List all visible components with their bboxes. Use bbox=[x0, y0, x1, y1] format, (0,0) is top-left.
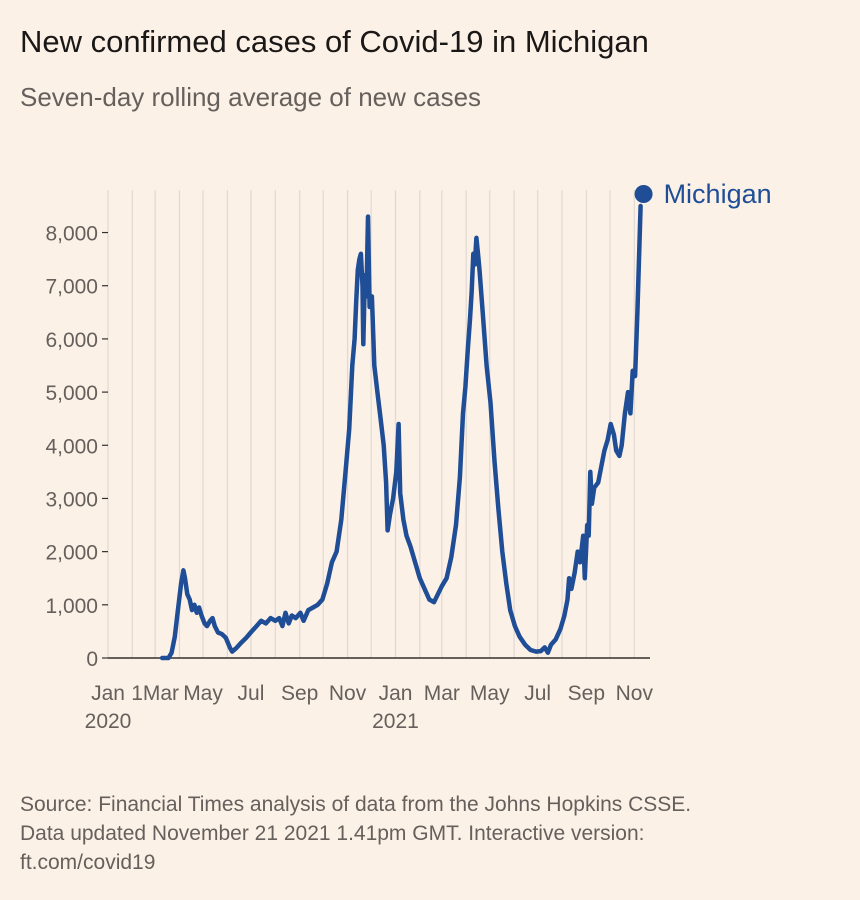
y-tick-label: 1,000 bbox=[45, 595, 98, 618]
series-label: Michigan bbox=[664, 179, 772, 209]
chart-subtitle: Seven-day rolling average of new cases bbox=[20, 82, 482, 112]
x-tick-label: Jan bbox=[91, 682, 125, 705]
x-tick-year-label: 2021 bbox=[372, 710, 419, 733]
x-tick-label: Nov bbox=[616, 682, 654, 705]
x-tick-label: Jul bbox=[524, 682, 551, 705]
x-tick-label: Sep bbox=[568, 682, 605, 705]
updated-note: Data updated November 21 2021 1.41pm GMT… bbox=[20, 822, 645, 845]
series-group: Michigan bbox=[159, 179, 772, 661]
chart-footer: Source: Financial Times analysis of data… bbox=[20, 790, 840, 877]
y-tick-label: 0 bbox=[86, 648, 98, 671]
y-tick-label: 8,000 bbox=[45, 223, 98, 246]
y-tick-label: 2,000 bbox=[45, 542, 98, 565]
x-tick-year-label: 2020 bbox=[85, 710, 132, 733]
y-tick-label: 3,000 bbox=[45, 488, 98, 511]
x-tick-label: Mar bbox=[424, 682, 460, 705]
x-tick-label: Sep bbox=[281, 682, 318, 705]
x-tick-label: Jul bbox=[238, 682, 265, 705]
y-tick-label: 6,000 bbox=[45, 329, 98, 352]
source-note: Source: Financial Times analysis of data… bbox=[20, 793, 692, 816]
x-tick-label: 1Mar bbox=[131, 682, 179, 705]
y-tick-label: 7,000 bbox=[45, 276, 98, 299]
y-axis: 0 1,000 2,000 3,000 4,000 5,000 6,000 7,000 8,00… bbox=[45, 223, 108, 671]
line-chart: 0 1,000 2,000 3,000 4,000 5,000 6,000 7,000 8,00… bbox=[45, 179, 772, 733]
chart-title: New confirmed cases of Covid-19 in Michi… bbox=[20, 24, 649, 59]
interactive-link[interactable]: ft.com/covid19 bbox=[20, 851, 156, 874]
series-end-marker bbox=[634, 185, 653, 203]
x-tick-label: Nov bbox=[329, 682, 367, 705]
y-tick-label: 4,000 bbox=[45, 435, 98, 458]
x-tick-label: Jan bbox=[379, 682, 413, 705]
y-tick-label: 5,000 bbox=[45, 382, 98, 405]
x-tick-label: May bbox=[470, 682, 510, 705]
series-line bbox=[159, 203, 643, 661]
x-tick-label: May bbox=[183, 682, 223, 705]
grid-lines bbox=[107, 190, 635, 658]
